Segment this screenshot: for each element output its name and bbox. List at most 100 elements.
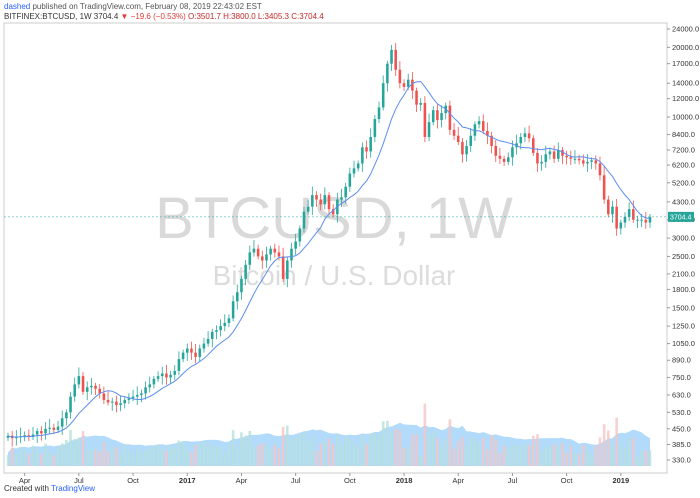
y-tick-label: 12000.0	[672, 94, 699, 103]
volume-bar	[165, 450, 168, 466]
candle-body	[427, 122, 431, 137]
candle-body	[319, 199, 322, 205]
candle-body	[240, 278, 243, 293]
candle-body	[632, 209, 635, 220]
volume-bar	[461, 436, 464, 466]
candle-body	[265, 254, 268, 261]
candle-body	[431, 110, 435, 123]
candle-body	[352, 168, 356, 174]
candle-body	[119, 403, 122, 406]
volume-bar	[398, 430, 402, 466]
volume-bar	[35, 448, 39, 466]
volume-bar	[540, 450, 543, 466]
x-tick-label: Apr	[19, 476, 31, 485]
ohlc-values: O:3501.7 H:3800.0 L:3405.3 C:3704.4	[188, 12, 324, 21]
candle-body	[156, 376, 160, 379]
volume-bar	[552, 443, 556, 466]
volume-bar	[131, 454, 135, 466]
candle-body	[615, 206, 618, 229]
volume-bar	[365, 444, 368, 466]
volume-bar	[298, 433, 302, 466]
candle-body	[98, 388, 101, 394]
candle-body	[390, 49, 393, 64]
volume-bar	[473, 439, 477, 466]
volume-bar	[381, 421, 385, 466]
candle-body	[590, 160, 593, 162]
volume-bar	[586, 450, 589, 466]
volume-bar	[94, 449, 97, 466]
candle-body	[73, 384, 76, 397]
candle-body	[648, 216, 652, 223]
y-tick-label: 385.0	[672, 440, 691, 449]
volume-bar	[602, 424, 606, 466]
candle-body	[644, 219, 648, 223]
volume-bar	[210, 446, 214, 466]
volume-bar	[52, 454, 56, 466]
candle-body	[44, 428, 47, 434]
volume-bar	[494, 439, 498, 466]
volume-bar	[127, 450, 131, 466]
volume-bar	[515, 445, 518, 466]
candle-body	[548, 151, 552, 155]
price-axis: 330.0 385.0 450.0 530.0 630.0 750.0 890.0 1050.…	[667, 25, 699, 465]
candle-body	[210, 331, 214, 339]
candle-body	[194, 352, 197, 357]
volume-bar	[202, 441, 206, 466]
candle-body	[277, 252, 281, 257]
candle-body	[369, 136, 372, 152]
volume-bar	[185, 448, 189, 466]
volume-bar	[369, 433, 372, 466]
volume-bar	[177, 440, 181, 466]
candle-body	[340, 197, 343, 200]
candle-body	[69, 396, 72, 413]
symbol-info: BITFINEX:BTCUSD, 1W 3704.4 ▼ −19.6 (−0.5…	[4, 12, 324, 21]
candle-body	[348, 173, 352, 187]
volume-bar	[315, 450, 318, 466]
volume-bar	[181, 440, 185, 466]
candle-body	[573, 158, 577, 160]
tradingview-logo[interactable]: TradingView	[51, 484, 96, 493]
volume-bar	[344, 437, 347, 466]
candle-body	[298, 228, 302, 242]
volume-bar	[436, 438, 439, 466]
candle-body	[602, 175, 606, 200]
author-name[interactable]: dashed	[4, 2, 31, 11]
volume-bar	[523, 442, 527, 466]
candle-body	[540, 161, 543, 164]
candle-body	[115, 401, 118, 406]
volume-bar	[390, 432, 393, 466]
candle-body	[436, 110, 439, 121]
volume-bar	[65, 439, 68, 466]
candle-body	[461, 142, 464, 155]
candle-body	[511, 147, 514, 158]
volume-bar	[102, 441, 106, 466]
volume-bar	[561, 442, 564, 466]
volume-bar	[6, 455, 10, 466]
volume-bar	[144, 449, 147, 466]
candle-body	[219, 326, 222, 331]
volume-bar	[594, 445, 598, 466]
candle-body	[411, 79, 414, 91]
volume-bar	[582, 444, 585, 466]
candle-body	[227, 318, 231, 323]
volume-bar	[306, 441, 310, 466]
volume-bar	[140, 451, 143, 466]
y-tick-label: 330.0	[672, 456, 691, 465]
price-change: ▼ −19.6 (−0.53%)	[120, 12, 186, 21]
volume-bar	[44, 443, 47, 466]
volume-bar	[348, 437, 352, 466]
candle-body	[456, 135, 460, 143]
candle-body	[477, 121, 481, 125]
volume-bar	[23, 450, 26, 466]
candle-body	[85, 387, 89, 392]
volume-bar	[411, 434, 414, 466]
volume-bar	[10, 447, 14, 466]
volume-bars	[6, 403, 652, 466]
volume-bar	[77, 437, 81, 466]
volume-bar	[406, 446, 410, 466]
candle-body	[536, 152, 539, 164]
candle-body	[365, 147, 368, 152]
y-tick-label: 2100.0	[672, 269, 695, 278]
candle-body	[344, 186, 347, 198]
candle-body	[185, 348, 189, 353]
